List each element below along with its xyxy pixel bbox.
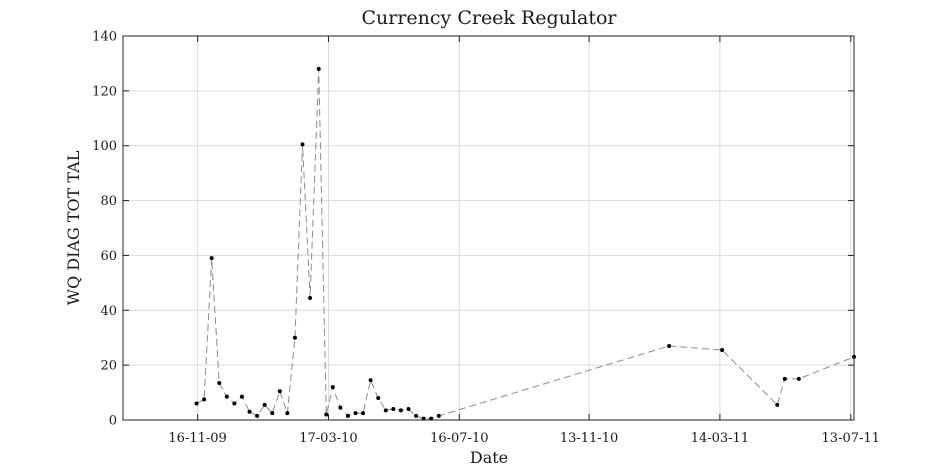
data-point	[353, 411, 358, 416]
y-tick-label: 100	[92, 139, 117, 154]
data-point	[316, 66, 321, 71]
x-tick-label: 17-03-10	[299, 431, 357, 446]
data-point	[247, 409, 252, 414]
y-axis-label: WQ DIAG TOT TAL	[64, 150, 83, 305]
data-point	[383, 408, 388, 413]
y-tick-label: 0	[109, 414, 117, 429]
data-point	[436, 413, 441, 418]
data-point	[775, 402, 780, 407]
data-point	[414, 413, 419, 418]
data-point	[376, 396, 381, 401]
series-layer	[194, 66, 856, 421]
data-point	[324, 412, 329, 417]
data-point	[667, 343, 672, 348]
series-line	[196, 68, 855, 420]
data-point	[255, 413, 260, 418]
data-point	[782, 376, 787, 381]
plot-frame	[122, 35, 855, 421]
x-tick-label: 14-03-11	[691, 431, 749, 446]
y-tick-label: 80	[100, 194, 117, 209]
y-tick-label: 60	[100, 249, 117, 264]
y-tick-label: 20	[100, 359, 117, 374]
x-axis-label: Date	[470, 448, 508, 467]
data-point	[285, 411, 290, 416]
data-point	[720, 348, 725, 353]
data-point	[368, 378, 373, 383]
data-point	[796, 376, 801, 381]
data-point	[300, 142, 305, 147]
data-point	[330, 385, 335, 390]
data-point	[398, 408, 403, 413]
x-tick-label: 16-11-09	[168, 431, 226, 446]
x-tick-label: 13-11-10	[560, 431, 618, 446]
x-tick-label: 13-07-11	[822, 431, 880, 446]
data-point	[292, 335, 297, 340]
data-point	[406, 407, 411, 412]
axis-ticks: 0 20 40 60 80 100 120 140 16-11-09 17-03-10 16-07-…	[92, 30, 880, 447]
y-tick-label: 120	[92, 84, 117, 99]
series-markers	[194, 66, 856, 421]
y-tick-label: 140	[92, 30, 117, 45]
data-point	[194, 401, 199, 406]
data-point	[239, 394, 244, 399]
grid	[123, 35, 854, 421]
data-point	[277, 389, 282, 394]
data-point	[262, 402, 267, 407]
data-point	[209, 256, 214, 261]
data-point	[361, 411, 366, 416]
x-tick-label: 16-07-10	[430, 431, 488, 446]
data-point	[338, 405, 343, 410]
chart-title: Currency Creek Regulator	[361, 7, 617, 29]
data-point	[217, 380, 222, 385]
data-point	[202, 397, 207, 402]
data-point	[224, 394, 229, 399]
data-point	[391, 407, 396, 412]
y-tick-label: 40	[100, 304, 117, 319]
data-point	[270, 411, 275, 416]
data-point	[345, 413, 350, 418]
data-point	[308, 295, 313, 300]
data-point	[232, 401, 237, 406]
